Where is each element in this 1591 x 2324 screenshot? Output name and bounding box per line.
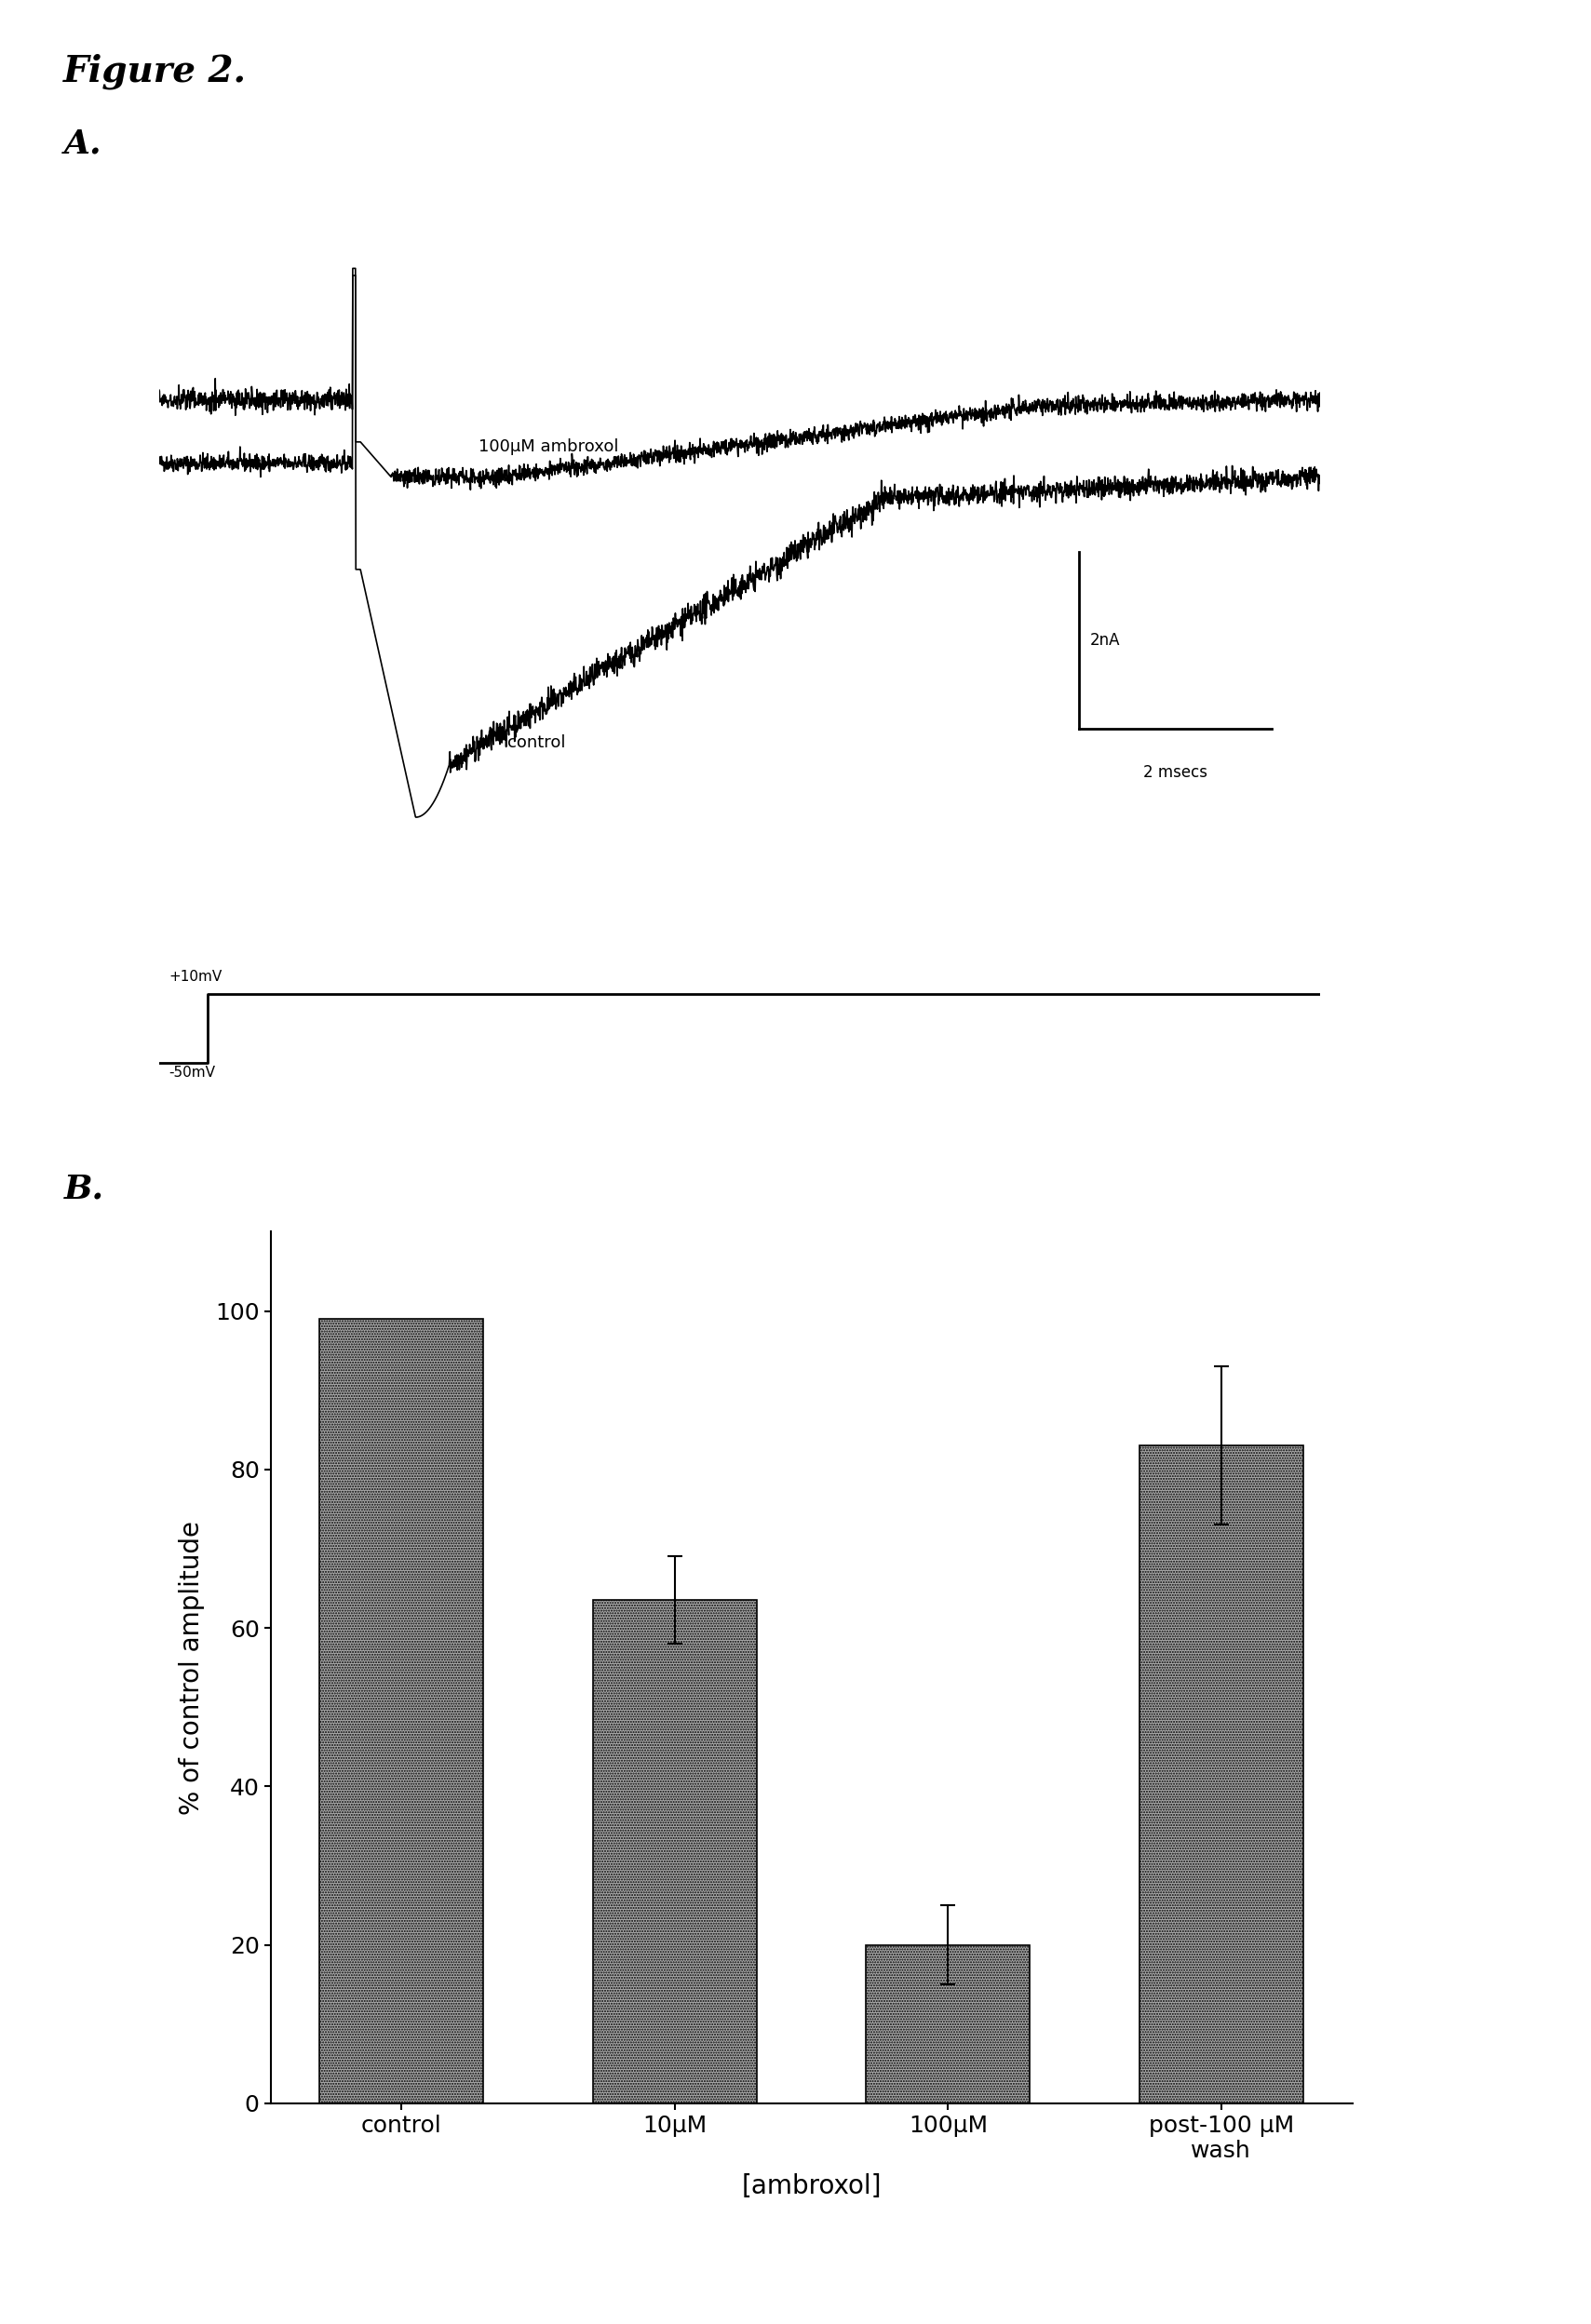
Bar: [1139, 1446, 1303, 2103]
Text: Figure 2.: Figure 2.: [64, 53, 247, 88]
Text: 100μM ambroxol: 100μM ambroxol: [479, 439, 619, 456]
Bar: [593, 1601, 757, 2103]
Text: +10mV: +10mV: [169, 969, 223, 983]
Bar: [320, 1320, 484, 2103]
Text: 2 msecs: 2 msecs: [1144, 765, 1208, 781]
Text: control: control: [508, 734, 566, 751]
Y-axis label: % of control amplitude: % of control amplitude: [178, 1520, 205, 1815]
Bar: [866, 1945, 1029, 2103]
X-axis label: [ambroxol]: [ambroxol]: [741, 2173, 881, 2199]
Text: A.: A.: [64, 128, 102, 160]
Text: B.: B.: [64, 1174, 103, 1206]
Text: -50mV: -50mV: [169, 1067, 215, 1081]
Text: 2nA: 2nA: [1090, 632, 1120, 648]
